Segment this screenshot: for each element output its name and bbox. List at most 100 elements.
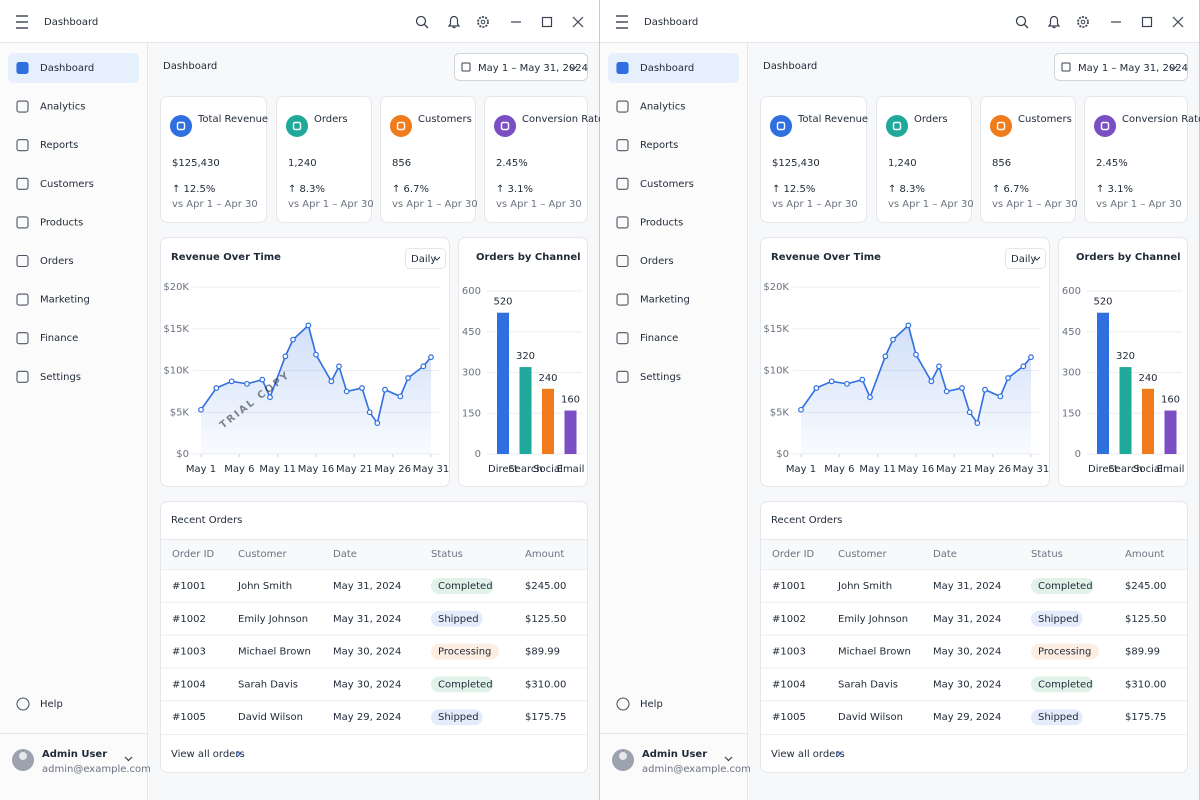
interval-dropdown[interactable] (1005, 248, 1046, 269)
kpi-label: Orders (314, 114, 348, 125)
revenue-point (997, 393, 1004, 400)
revenue-point (405, 375, 411, 381)
table-cell: #1005 (172, 712, 206, 723)
help-link[interactable]: Help (640, 699, 663, 710)
status-pill (1031, 676, 1094, 693)
x-tick-label: Email (1157, 464, 1185, 475)
link-chevron (836, 750, 841, 758)
close-button[interactable] (572, 16, 584, 28)
table-cell: May 31, 2024 (933, 581, 1001, 592)
bar-value-label: 320 (516, 351, 535, 362)
revenue-point (343, 388, 350, 395)
bar-value-label: 160 (561, 395, 580, 406)
interval-dropdown[interactable] (405, 248, 446, 269)
kpi-comparison: vs Apr 1 – Apr 30 (288, 199, 374, 210)
maximize-button[interactable] (1141, 16, 1153, 28)
revenue-point (982, 386, 988, 393)
user-menu-chevron[interactable] (124, 756, 133, 762)
bar-value-label: 520 (1093, 297, 1112, 308)
bar (1119, 367, 1132, 454)
nav-item[interactable]: Finance (40, 333, 78, 344)
bell-icon[interactable] (1047, 15, 1061, 29)
search-icon[interactable] (415, 15, 427, 27)
x-tick-label: Direct (1088, 464, 1118, 475)
table-title: Recent Orders (171, 515, 242, 526)
nav-item[interactable]: Analytics (40, 102, 85, 113)
nav-item[interactable]: Products (640, 217, 683, 228)
y-tick-label: $20K (763, 282, 789, 293)
nav-item[interactable]: Orders (640, 256, 674, 267)
revenue-point (382, 386, 388, 393)
interval-chevron (433, 256, 441, 261)
kpi-comparison: vs Apr 1 – Apr 30 (496, 199, 582, 210)
nav-item[interactable]: Analytics (640, 102, 685, 113)
search-icon[interactable] (1024, 24, 1029, 29)
x-tick-label: May 11 (259, 464, 296, 475)
kpi-comparison: vs Apr 1 – Apr 30 (888, 199, 974, 210)
search-icon[interactable] (1015, 15, 1027, 27)
search-icon[interactable] (424, 24, 429, 29)
revenue-point (1005, 375, 1011, 381)
user-name: Admin User (642, 749, 707, 760)
help-icon[interactable] (616, 697, 630, 711)
date-range-button[interactable] (454, 53, 588, 81)
settings-icon[interactable] (480, 19, 486, 25)
settings-icon[interactable] (477, 16, 489, 28)
kpi-value: $125,430 (172, 158, 220, 169)
settings-icon[interactable] (1080, 19, 1086, 25)
y-tick-label: 150 (1062, 408, 1081, 419)
window-title: Dashboard (644, 17, 698, 28)
status-pill (1031, 643, 1099, 660)
kpi-label: Orders (914, 114, 948, 125)
help-link[interactable]: Help (40, 699, 63, 710)
link-chevron (236, 750, 241, 758)
nav-item[interactable]: Finance (640, 333, 678, 344)
x-tick-label: Social (1133, 464, 1163, 475)
kpi-label: Customers (1018, 114, 1072, 125)
nav-item[interactable]: Marketing (40, 295, 90, 306)
nav-icon (616, 216, 629, 229)
close-button[interactable] (1172, 16, 1184, 28)
view-all-link[interactable]: View all orders (771, 749, 845, 760)
y-tick-label: 600 (462, 286, 481, 297)
nav-icon (16, 216, 29, 229)
nav-icon (616, 61, 629, 75)
kpi-value: $125,430 (772, 158, 820, 169)
kpi-label: Customers (418, 114, 472, 125)
nav-item[interactable]: Settings (640, 372, 681, 383)
revenue-point (244, 380, 250, 387)
x-tick-label: May 1 (186, 464, 216, 475)
table-cell: Sarah Davis (238, 679, 298, 690)
bell-icon[interactable] (447, 15, 461, 29)
date-range-button[interactable] (1054, 53, 1188, 81)
revenue-point (913, 351, 919, 358)
status-label: Processing (1038, 647, 1091, 658)
view-all-link[interactable]: View all orders (171, 749, 245, 760)
kpi-icon (494, 115, 516, 137)
nav-item[interactable]: Reports (40, 140, 78, 151)
y-tick-label: 150 (462, 408, 481, 419)
user-avatar (619, 752, 627, 760)
nav-item[interactable]: Dashboard (640, 63, 694, 74)
table-header: Amount (525, 549, 564, 560)
table-header-bg (761, 539, 1187, 570)
nav-item[interactable]: Reports (640, 140, 678, 151)
kpi-icon-glyph (996, 121, 1006, 131)
nav-item[interactable]: Products (40, 217, 83, 228)
nav-item[interactable]: Marketing (640, 295, 690, 306)
date-chevron (569, 65, 578, 71)
help-icon[interactable] (16, 697, 30, 711)
revenue-point (859, 376, 866, 383)
nav-item[interactable]: Settings (40, 372, 81, 383)
revenue-point (420, 363, 427, 370)
nav-item[interactable]: Customers (40, 179, 94, 190)
y-tick-label: $20K (163, 282, 189, 293)
maximize-button[interactable] (541, 16, 553, 28)
settings-icon[interactable] (1077, 16, 1089, 28)
user-menu-chevron[interactable] (724, 756, 733, 762)
nav-item[interactable]: Orders (40, 256, 74, 267)
table-title: Recent Orders (771, 515, 842, 526)
nav-item[interactable]: Customers (640, 179, 694, 190)
nav-item[interactable]: Dashboard (40, 63, 94, 74)
interval-label: Daily (1011, 254, 1036, 265)
